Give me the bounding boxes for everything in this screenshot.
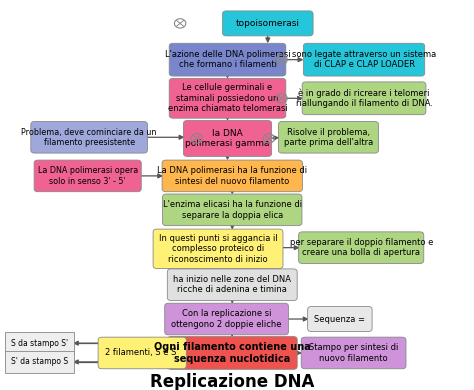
FancyBboxPatch shape [164,303,288,335]
Text: Replicazione DNA: Replicazione DNA [150,373,314,390]
FancyBboxPatch shape [167,269,297,300]
Text: Stampo per sintesi di
nuovo filamento: Stampo per sintesi di nuovo filamento [309,343,398,363]
FancyBboxPatch shape [278,122,378,153]
FancyBboxPatch shape [34,160,141,191]
FancyBboxPatch shape [162,160,302,191]
FancyBboxPatch shape [169,78,286,118]
FancyBboxPatch shape [222,11,313,36]
Text: S da stampo S': S da stampo S' [11,339,68,348]
FancyBboxPatch shape [183,121,272,156]
FancyBboxPatch shape [5,332,74,354]
FancyBboxPatch shape [303,43,425,76]
FancyBboxPatch shape [163,194,302,225]
Text: Problema, deve cominciare da un
filamento preesistente: Problema, deve cominciare da un filament… [21,128,157,147]
FancyBboxPatch shape [31,122,147,153]
Text: L'azione delle DNA polimerasi
che formano i filamenti: L'azione delle DNA polimerasi che forman… [164,50,291,69]
Text: L'enzima elicasi ha la funzione di
separare la doppia elica: L'enzima elicasi ha la funzione di separ… [163,200,302,220]
FancyBboxPatch shape [301,337,406,369]
Text: La DNA polimerasi opera
solo in senso 3' - 5': La DNA polimerasi opera solo in senso 3'… [37,166,138,186]
FancyBboxPatch shape [98,337,186,369]
Text: Risolve il problema,
parte prima dell'altra: Risolve il problema, parte prima dell'al… [284,128,373,147]
Text: 2 filamenti, S e S': 2 filamenti, S e S' [105,348,179,358]
Text: Le cellule germinali e
staminali possiedono un
enzima chiamato telomerasi: Le cellule germinali e staminali possied… [168,83,287,113]
FancyBboxPatch shape [5,351,74,373]
Text: sono legate attraverso un sistema
di CLAP e CLAP LOADER: sono legate attraverso un sistema di CLA… [292,50,436,69]
FancyBboxPatch shape [299,232,424,264]
Text: topoisomerasi: topoisomerasi [236,19,300,28]
FancyBboxPatch shape [153,229,283,268]
Text: Sequenza =: Sequenza = [314,314,365,324]
FancyBboxPatch shape [302,82,426,115]
Text: la DNA
polimerasi gamma: la DNA polimerasi gamma [185,129,270,148]
Text: La DNA polimerasi ha la funzione di
sintesi del nuovo filamento: La DNA polimerasi ha la funzione di sint… [157,166,307,186]
Text: ha inizio nelle zone del DNA
ricche di adenina e timina: ha inizio nelle zone del DNA ricche di a… [173,275,291,294]
Text: In questi punti si aggancia il
complesso proteico di
riconoscimento di inizio: In questi punti si aggancia il complesso… [159,234,277,264]
Text: S' da stampo S: S' da stampo S [11,357,68,367]
FancyBboxPatch shape [169,43,286,76]
FancyBboxPatch shape [308,307,372,332]
FancyBboxPatch shape [167,337,297,369]
Text: Ogni filamento contiene una
sequenza nuclotidica: Ogni filamento contiene una sequenza nuc… [154,342,310,364]
Text: Con la replicazione si
ottengono 2 doppie eliche: Con la replicazione si ottengono 2 doppi… [171,309,282,329]
Text: per separare il doppio filamento e
creare una bolla di apertura: per separare il doppio filamento e crear… [290,238,433,257]
Text: è in grado di ricreare i telomeri
riallungando il filamento di DNA.: è in grado di ricreare i telomeri riallu… [295,88,433,108]
